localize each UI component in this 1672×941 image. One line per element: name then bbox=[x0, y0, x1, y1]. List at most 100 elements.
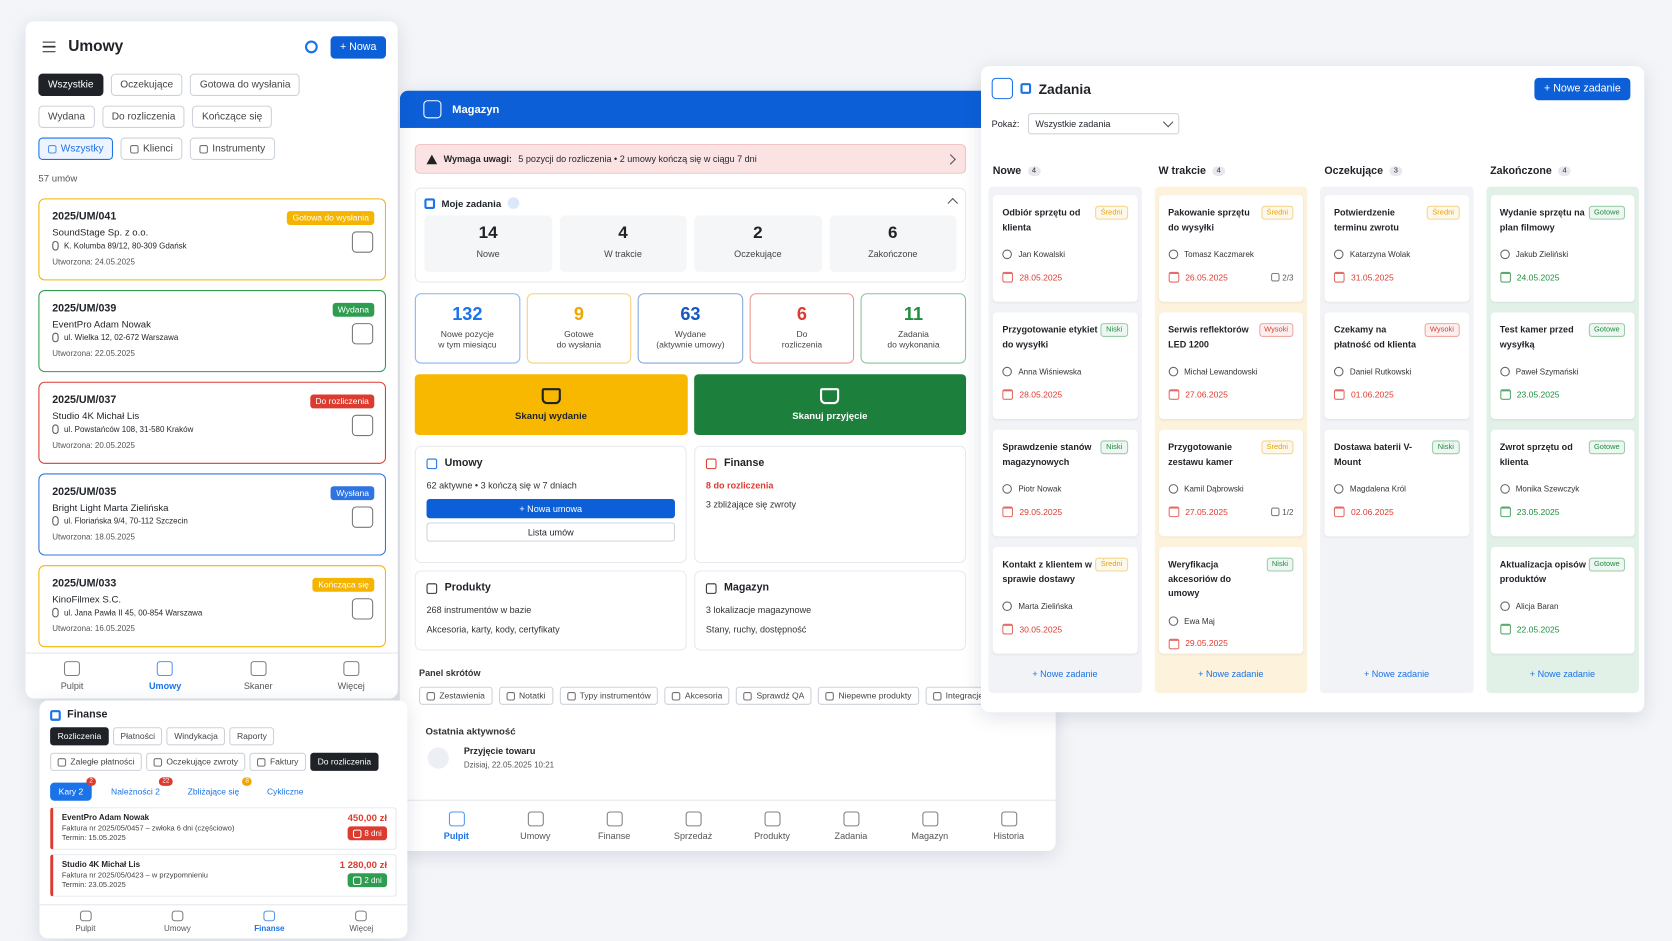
contract-card[interactable]: 2025/UM/035 Wysłana Bright Light Marta Zie… bbox=[38, 473, 387, 556]
filter-chip[interactable]: Oczekujące bbox=[110, 73, 183, 96]
nav-item[interactable]: Magazyn bbox=[890, 801, 969, 851]
select[interactable]: Wszystkie zadania bbox=[1027, 113, 1180, 135]
new-button[interactable]: + Nowa bbox=[330, 35, 387, 59]
kpi[interactable]: 132 Nowe pozycje w tym miesiącu bbox=[414, 293, 520, 364]
task-card[interactable]: Dostawa baterii V-Mount Niski Magdalena Kr… bbox=[1324, 429, 1469, 537]
shortcut[interactable]: Typy instrumentów bbox=[559, 686, 659, 705]
card-button[interactable]: Lista umów bbox=[426, 522, 675, 542]
nav-item[interactable]: Umowy bbox=[131, 905, 223, 938]
shortcut[interactable]: Zestawienia bbox=[419, 686, 493, 705]
nav-label: Zadania bbox=[834, 830, 868, 841]
alert[interactable]: Wymaga uwagi: 5 pozycji do rozliczenia • … bbox=[414, 143, 967, 174]
nav-item[interactable]: Umowy bbox=[119, 654, 212, 699]
filter-chip[interactable]: Zaległe płatności bbox=[50, 752, 142, 771]
subtab[interactable]: Cykliczne bbox=[258, 783, 312, 801]
contract-card[interactable]: 2025/UM/039 Wydana EventPro Adam Nowak ul. … bbox=[38, 290, 387, 373]
label: Integracje bbox=[945, 690, 984, 701]
contract-card[interactable]: 2025/UM/037 Do rozliczenia Studio 4K Micha… bbox=[38, 381, 387, 464]
nav-item[interactable]: Pulpit bbox=[26, 654, 119, 699]
filter-chip[interactable]: Wszystky bbox=[38, 137, 114, 160]
scan-button[interactable] bbox=[351, 231, 374, 253]
scan-button[interactable] bbox=[351, 414, 374, 437]
task-card[interactable]: Zwrot sprzętu od klienta Gotowe Monika Sze… bbox=[1490, 429, 1635, 537]
subtab[interactable]: Zbliżające się 8 bbox=[179, 777, 253, 801]
nav-item[interactable]: Więcej bbox=[315, 905, 407, 938]
contract-card[interactable]: 2025/UM/033 Kończąca się KinoFilmex S.C. ul… bbox=[38, 565, 387, 648]
task-card[interactable]: Odbiór sprzętu od klienta Średni Jan Kowal… bbox=[992, 195, 1138, 302]
filter-chip[interactable]: Do rozliczenia bbox=[102, 105, 185, 128]
nav-item[interactable]: Sprzedaż bbox=[654, 801, 733, 851]
nav-item[interactable]: Pulpit bbox=[417, 801, 496, 851]
scan-button[interactable]: Skanuj przyjęcie bbox=[693, 374, 967, 436]
nav-item[interactable]: Finanse bbox=[575, 801, 654, 851]
task-card[interactable]: Kontakt z klientem w sprawie dostawy Śred… bbox=[992, 547, 1138, 654]
tab[interactable]: Windykacja bbox=[166, 727, 226, 746]
task-card[interactable]: Wydanie sprzętu na plan filmowy Gotowe Jak… bbox=[1490, 195, 1635, 302]
nav-item[interactable]: Więcej bbox=[305, 654, 398, 699]
filter-chip[interactable]: Do rozliczenia bbox=[310, 752, 379, 771]
add-task[interactable]: + Nowe zadanie bbox=[1529, 668, 1596, 680]
contract-card[interactable]: 2025/UM/041 Gotowa do wysłania SoundStage … bbox=[38, 198, 387, 281]
filter-chip[interactable]: Oczekujące zwroty bbox=[146, 752, 246, 771]
add-task[interactable]: + Nowe zadanie bbox=[1032, 668, 1098, 680]
card-button[interactable]: + Nowa umowa bbox=[426, 499, 675, 519]
task-card[interactable]: Aktualizacja opisów produktów Gotowe Alicj… bbox=[1490, 547, 1635, 654]
shortcut[interactable]: Akcesoria bbox=[664, 686, 730, 705]
nav-item[interactable]: Umowy bbox=[496, 801, 575, 851]
tab[interactable]: Raporty bbox=[229, 727, 275, 746]
task-card[interactable]: Przygotowanie zestawu kamer Średni Kamil D… bbox=[1158, 429, 1304, 537]
task-card[interactable]: Test kamer przed wysyłką Gotowe Paweł Szym… bbox=[1490, 312, 1635, 420]
icon bbox=[1499, 484, 1510, 494]
filter-chip[interactable]: Instrumenty bbox=[189, 137, 275, 160]
stat[interactable]: 14 Nowe bbox=[424, 215, 552, 272]
nav-item[interactable]: Produkty bbox=[733, 801, 812, 851]
add-task[interactable]: + Nowe zadanie bbox=[1198, 668, 1264, 680]
task-card[interactable]: Pakowanie sprzętu do wysyłki Średni Tomasz… bbox=[1158, 195, 1304, 302]
back-button[interactable] bbox=[991, 77, 1013, 100]
shortcut[interactable]: Niepewne produkty bbox=[818, 686, 919, 705]
filter-chip[interactable]: Wszystkie bbox=[38, 73, 104, 96]
nav-item[interactable]: Pulpit bbox=[39, 905, 131, 938]
filter-chip[interactable]: Klienci bbox=[120, 137, 183, 160]
kpi[interactable]: 6 Do rozliczenia bbox=[749, 293, 855, 364]
add-task[interactable]: + Nowe zadanie bbox=[1363, 668, 1430, 680]
filter-chip[interactable]: Kończące się bbox=[192, 105, 272, 128]
scan-button[interactable] bbox=[351, 323, 374, 345]
label: Notatki bbox=[518, 690, 546, 701]
nav-item[interactable]: Zadania bbox=[811, 801, 890, 851]
finance-item[interactable]: Studio 4K Michał Lis Faktura nr 2025/05/0… bbox=[50, 854, 397, 897]
stat[interactable]: 4 W trakcie bbox=[559, 215, 687, 272]
task-card[interactable]: Weryfikacja akcesoriów do umowy Niski Ewa … bbox=[1158, 547, 1304, 654]
task-card[interactable]: Sprawdzenie stanów magazynowych Niski Piot… bbox=[992, 429, 1138, 537]
nav-item[interactable]: Historia bbox=[969, 801, 1048, 851]
scan-button[interactable]: Skanuj wydanie bbox=[414, 374, 688, 436]
kpi[interactable]: 11 Zadania do wykonania bbox=[860, 293, 967, 364]
nav-item[interactable]: Skaner bbox=[212, 654, 305, 699]
task-card[interactable]: Potwierdzenie terminu zwrotu Średni Katarz… bbox=[1324, 195, 1469, 302]
column-name: Zakończone bbox=[1490, 164, 1552, 177]
shortcut[interactable]: Sprawdź QA bbox=[736, 686, 812, 705]
tab[interactable]: Płatności bbox=[112, 727, 163, 746]
kpi[interactable]: 63 Wydane (aktywnie umowy) bbox=[637, 293, 743, 364]
filter-chip[interactable]: Wydana bbox=[38, 105, 95, 128]
filter-chip[interactable]: Gotowa do wysłania bbox=[190, 73, 301, 96]
scan-button[interactable] bbox=[351, 598, 374, 620]
nav-item[interactable]: Finanse bbox=[223, 905, 315, 938]
stat[interactable]: 6 Zakończone bbox=[829, 215, 957, 272]
subtab[interactable]: Należności 2 22 bbox=[102, 777, 173, 801]
finance-item[interactable]: EventPro Adam Nowak Faktura nr 2025/05/04… bbox=[50, 807, 397, 850]
task-card[interactable]: Serwis reflektorów LED 1200 Wysoki Michał … bbox=[1158, 312, 1304, 420]
filter-chip[interactable]: Faktury bbox=[249, 752, 306, 771]
scan-button[interactable] bbox=[351, 506, 374, 528]
collapse[interactable] bbox=[947, 197, 959, 209]
task-card[interactable]: Przygotowanie etykiet do wysyłki Niski Ann… bbox=[992, 312, 1138, 420]
task-card[interactable]: Czekamy na płatność od klienta Wysoki Dani… bbox=[1324, 312, 1469, 420]
tab[interactable]: Rozliczenia bbox=[50, 727, 109, 746]
new-button[interactable]: + Nowe zadanie bbox=[1534, 77, 1631, 100]
nav-label: Sprzedaż bbox=[673, 830, 713, 841]
shortcut[interactable]: Notatki bbox=[498, 686, 553, 705]
stat[interactable]: 2 Oczekujące bbox=[694, 215, 822, 272]
due-date: 23.05.2025 bbox=[1499, 389, 1625, 401]
kpi[interactable]: 9 Gotowe do wysłania bbox=[526, 293, 632, 364]
